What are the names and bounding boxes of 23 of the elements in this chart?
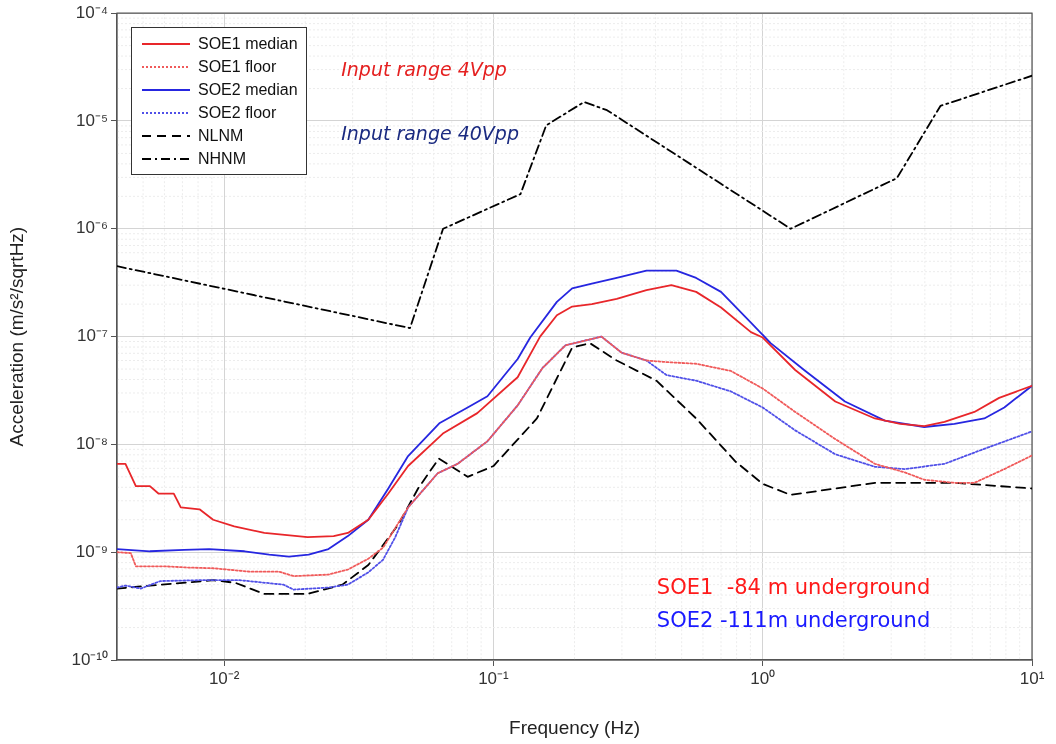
y-tick-label: 10⁻⁸ xyxy=(75,434,108,454)
y-axis-title: Acceleration (m/s²/sqrtHz) xyxy=(5,226,27,447)
y-tick-label: 10⁻⁶ xyxy=(76,218,108,238)
annotation: Input range 4Vpp xyxy=(341,58,507,81)
legend-label: NLNM xyxy=(198,126,244,145)
y-tick-label: 10⁻⁹ xyxy=(75,541,108,561)
x-tick-label: 10⁰ xyxy=(750,668,776,688)
y-tick-label: 10⁻⁴ xyxy=(75,2,108,22)
y-tick-label: 10⁻⁷ xyxy=(76,326,108,346)
legend-label: SOE2 median xyxy=(198,80,298,99)
annotation: SOE2 -111m underground xyxy=(656,608,931,633)
x-tick-label: 10¹ xyxy=(1019,668,1045,688)
y-tick-label: 10⁻⁵ xyxy=(76,110,108,130)
x-axis-title: Frequency (Hz) xyxy=(509,716,640,738)
annotation: Input range 40Vpp xyxy=(341,121,519,144)
x-tick-label: 10⁻² xyxy=(208,668,240,688)
legend-label: SOE1 median xyxy=(198,34,298,53)
legend-label: SOE1 floor xyxy=(198,57,277,76)
x-tick-label: 10⁻¹ xyxy=(478,668,510,688)
legend-label: SOE2 floor xyxy=(198,103,277,122)
annotation: SOE1 -84 m underground xyxy=(656,574,931,599)
y-tick-label: 10⁻¹⁰ xyxy=(71,649,108,669)
legend-label: NHNM xyxy=(198,149,246,168)
